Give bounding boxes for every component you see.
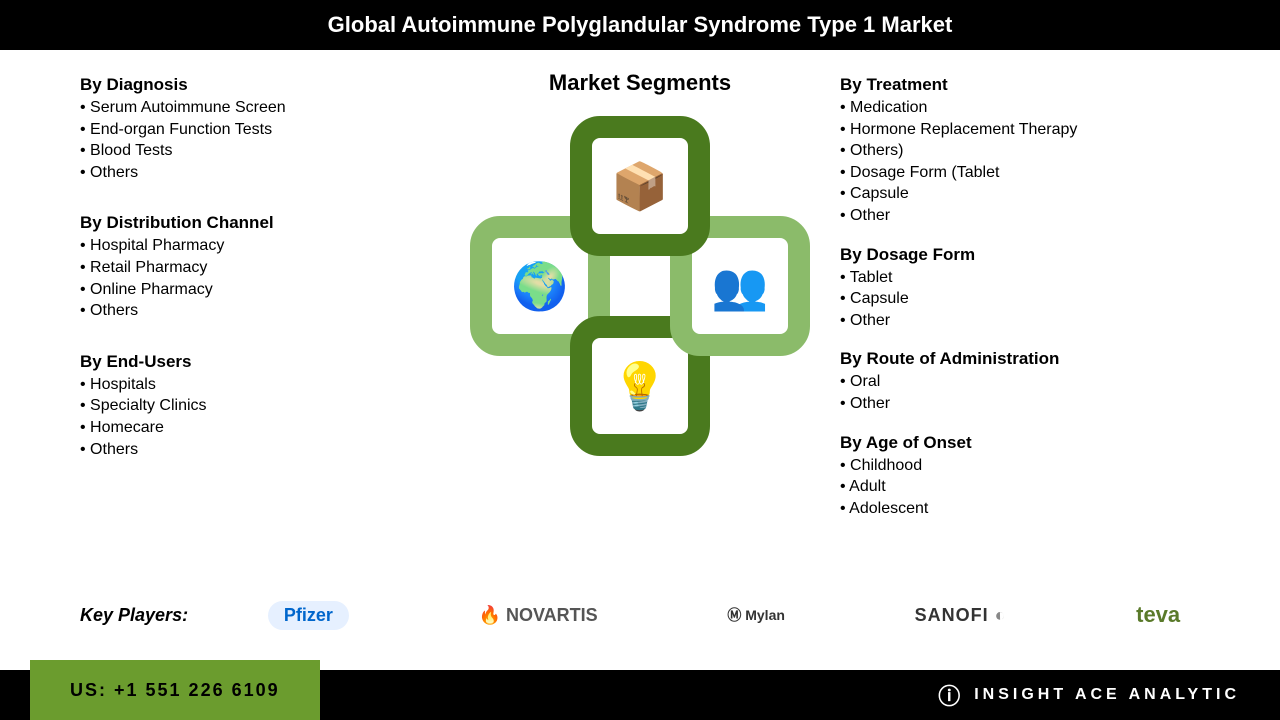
segment-heading: By Distribution Channel — [80, 213, 440, 233]
segment-block: By Age of OnsetChildhoodAdultAdolescent — [840, 433, 1200, 520]
list-item: Medication — [854, 97, 1200, 119]
segment-heading: By Route of Administration — [840, 349, 1200, 369]
list-item: Oral — [854, 371, 1200, 393]
segment-list: ChildhoodAdultAdolescent — [840, 455, 1200, 520]
segment-block: By Dosage FormTabletCapsuleOther — [840, 245, 1200, 332]
list-item: Blood Tests — [94, 140, 440, 162]
segment-block: By End-UsersHospitalsSpecialty ClinicsHo… — [80, 352, 440, 460]
key-player-logo: Pfizer — [268, 601, 349, 630]
list-item: Others) — [854, 140, 1200, 162]
list-item: Other — [854, 205, 1200, 227]
key-players-label: Key Players: — [80, 605, 188, 626]
list-item: Retail Pharmacy — [94, 257, 440, 279]
list-item: Hospital Pharmacy — [94, 235, 440, 257]
left-column: By DiagnosisSerum Autoimmune ScreenEnd-o… — [80, 70, 440, 580]
segment-block: By Route of AdministrationOralOther — [840, 349, 1200, 414]
list-item: Homecare — [94, 417, 440, 439]
list-item: Capsule — [854, 288, 1200, 310]
right-column: By TreatmentMedicationHormone Replacemen… — [840, 70, 1200, 580]
content-area: By DiagnosisSerum Autoimmune ScreenEnd-o… — [0, 50, 1280, 590]
key-player-logo: teva — [1136, 602, 1180, 628]
key-player-logo: Ⓜ Mylan — [727, 605, 785, 625]
list-item: Childhood — [854, 455, 1200, 477]
list-item: Tablet — [854, 267, 1200, 289]
segment-heading: By Age of Onset — [840, 433, 1200, 453]
footer-bar: US: +1 551 226 6109 ⓘ INSIGHT ACE ANALYT… — [0, 670, 1280, 720]
segment-list: OralOther — [840, 371, 1200, 414]
brand-icon: ⓘ — [938, 679, 964, 711]
list-item: Specialty Clinics — [94, 395, 440, 417]
segment-heading: By Dosage Form — [840, 245, 1200, 265]
list-item: Others — [94, 162, 440, 184]
segment-block: By TreatmentMedicationHormone Replacemen… — [840, 75, 1200, 227]
segment-list: TabletCapsuleOther — [840, 267, 1200, 332]
list-item: Hormone Replacement Therapy — [854, 119, 1200, 141]
footer-brand-text: INSIGHT ACE ANALYTIC — [974, 686, 1240, 704]
center-column: Market Segments 📦 🌍 👥 💡 — [440, 70, 840, 580]
list-item: Others — [94, 300, 440, 322]
page-title: Global Autoimmune Polyglandular Syndrome… — [0, 0, 1280, 50]
footer-phone: US: +1 551 226 6109 — [30, 660, 320, 720]
center-title: Market Segments — [549, 70, 731, 96]
list-item: Dosage Form (Tablet — [854, 162, 1200, 184]
segment-list: HospitalsSpecialty ClinicsHomecareOthers — [80, 374, 440, 460]
segment-block: By Distribution ChannelHospital Pharmacy… — [80, 213, 440, 321]
segment-list: Serum Autoimmune ScreenEnd-organ Functio… — [80, 97, 440, 183]
key-player-logo: SANOFI — [915, 605, 1007, 626]
list-item: Hospitals — [94, 374, 440, 396]
graphic-ring-top-icon: 📦 — [570, 116, 710, 256]
list-item: Online Pharmacy — [94, 279, 440, 301]
key-player-logo: NOVARTIS — [479, 605, 598, 626]
list-item: Capsule — [854, 183, 1200, 205]
segment-heading: By Treatment — [840, 75, 1200, 95]
list-item: Other — [854, 310, 1200, 332]
list-item: Others — [94, 439, 440, 461]
list-item: Adolescent — [854, 498, 1200, 520]
segment-list: MedicationHormone Replacement TherapyOth… — [840, 97, 1200, 227]
footer-brand: ⓘ INSIGHT ACE ANALYTIC — [938, 679, 1240, 711]
center-graphic: 📦 🌍 👥 💡 — [470, 116, 810, 456]
key-players-row: Key Players: Pfizer NOVARTIS Ⓜ Mylan SANOFI… — [0, 590, 1280, 640]
segment-block: By DiagnosisSerum Autoimmune ScreenEnd-o… — [80, 75, 440, 183]
segment-heading: By Diagnosis — [80, 75, 440, 95]
list-item: Adult — [854, 476, 1200, 498]
list-item: End-organ Function Tests — [94, 119, 440, 141]
list-item: Other — [854, 393, 1200, 415]
segment-list: Hospital PharmacyRetail PharmacyOnline P… — [80, 235, 440, 321]
segment-heading: By End-Users — [80, 352, 440, 372]
list-item: Serum Autoimmune Screen — [94, 97, 440, 119]
